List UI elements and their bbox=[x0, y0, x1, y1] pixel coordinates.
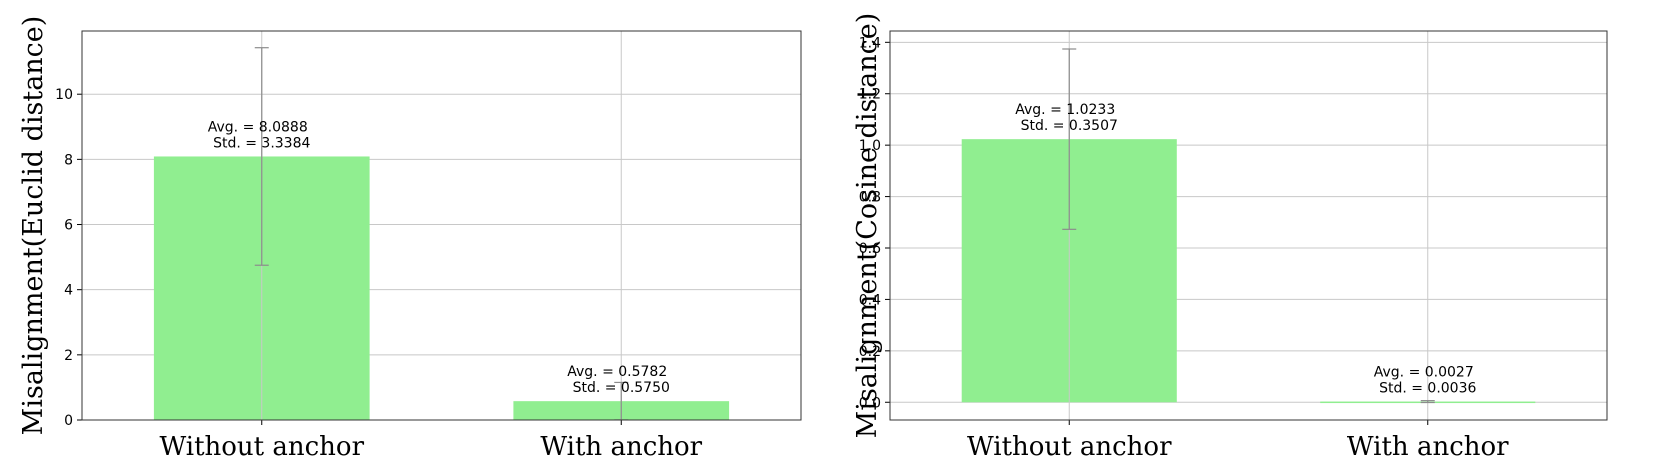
ytick-label: 0.8 bbox=[859, 190, 881, 206]
plot-frame bbox=[81, 30, 802, 421]
ytick-label: 10 bbox=[55, 87, 73, 103]
ytick-label: 0 bbox=[64, 413, 73, 429]
ytick-label: 4 bbox=[64, 283, 73, 299]
category-label: Without anchor bbox=[159, 432, 364, 462]
ytick-label: 0.6 bbox=[859, 241, 881, 257]
annotation-avg: Avg. = 1.0233 bbox=[1015, 102, 1115, 118]
category-label: With anchor bbox=[540, 432, 702, 462]
y-axis-label: Misalignment(Cosine distance) bbox=[852, 13, 883, 439]
annotation-avg: Avg. = 0.5782 bbox=[567, 364, 667, 380]
ytick-label: 6 bbox=[64, 218, 73, 234]
ytick-label: 0.2 bbox=[859, 344, 881, 360]
ytick-label: 1.2 bbox=[859, 87, 881, 103]
ytick-label: 0.4 bbox=[859, 292, 881, 308]
annotation-avg: Avg. = 8.0888 bbox=[208, 119, 308, 135]
category-label: With anchor bbox=[1347, 432, 1509, 462]
y-axis-label: Misalignment(Euclid distance) bbox=[18, 16, 49, 436]
category-label: Without anchor bbox=[967, 432, 1172, 462]
annotation-std: Std. = 0.0036 bbox=[1379, 381, 1476, 397]
ytick-label: 0.0 bbox=[859, 395, 881, 411]
ytick-label: 2 bbox=[64, 348, 73, 364]
annotation-avg: Avg. = 0.0027 bbox=[1374, 365, 1474, 381]
annotation-std: Std. = 3.3384 bbox=[213, 135, 310, 151]
ytick-label: 8 bbox=[64, 152, 73, 168]
plot-frame bbox=[889, 30, 1608, 421]
annotation-std: Std. = 0.3507 bbox=[1021, 118, 1118, 134]
ytick-label: 1.0 bbox=[859, 138, 881, 154]
annotation-std: Std. = 0.5750 bbox=[573, 380, 670, 396]
ytick-label: 1.4 bbox=[859, 35, 881, 51]
